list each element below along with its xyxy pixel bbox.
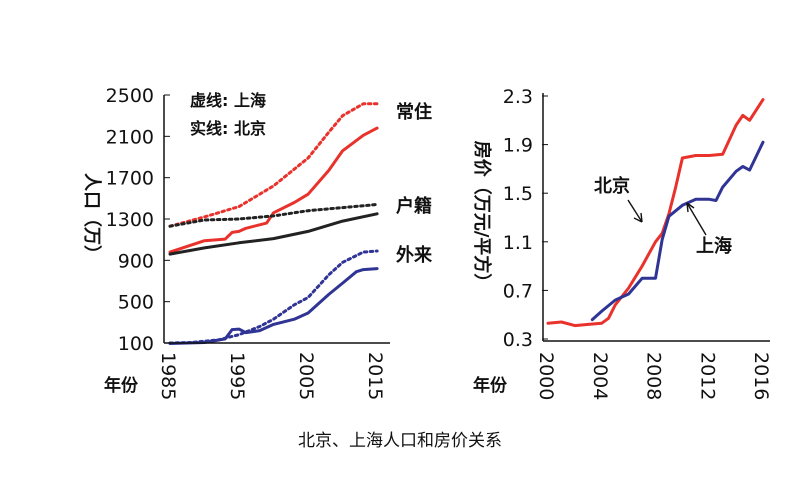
price-x-tick-label: 2004	[589, 352, 611, 400]
population-y-tick-label: 2100	[106, 126, 154, 148]
population-y-tick-label: 900	[118, 250, 154, 272]
price-y-label: 房价（万元/平方）	[471, 141, 493, 292]
population-chart: 100 500 900 1300 1700 2100 2500 1985 1995 2005 20…	[81, 85, 433, 400]
population-y-tick-label: 1700	[106, 168, 154, 190]
price-series-layer	[546, 98, 765, 328]
price-line-北京	[546, 98, 765, 328]
price-y-tick-label: 0.3	[503, 329, 533, 351]
price-x-label: 年份	[473, 375, 508, 396]
price-x-tick-label: 2012	[696, 352, 718, 400]
annotation-beijing: 北京	[594, 175, 630, 197]
population-y-ticks: 100 500 900 1300 1700 2100 2500	[106, 85, 170, 355]
population-x-label: 年份	[104, 375, 139, 396]
price-x-tick-label: 2016	[750, 352, 772, 400]
price-x-ticks: 2000 2004 2008 2012 2016	[535, 352, 772, 400]
price-y-tick-label: 1.5	[503, 183, 533, 205]
population-y-tick-label: 1300	[106, 209, 154, 231]
price-y-tick-label: 1.9	[503, 135, 533, 157]
population-line-registered-北京	[168, 212, 379, 256]
price-y-tick-label: 0.7	[503, 280, 533, 302]
price-x-tick-label: 2000	[535, 352, 557, 400]
annotation-shanghai-arrow	[686, 202, 707, 236]
legend-dashed-shanghai: 虚线: 上海	[190, 91, 266, 110]
population-series-layer	[168, 102, 379, 345]
group-label-registered: 户籍	[396, 195, 432, 217]
annotation-beijing-arrow	[627, 199, 643, 223]
population-y-tick-label: 500	[118, 292, 154, 314]
population-x-tick-label: 1995	[226, 352, 248, 400]
population-line-registered-上海	[168, 203, 379, 228]
population-y-tick-label: 2500	[106, 85, 154, 107]
price-y-tick-label: 1.1	[503, 232, 533, 254]
annotation-shanghai-arrowhead	[686, 202, 695, 213]
annotation-beijing-arrowhead	[633, 212, 643, 223]
population-x-ticks: 1985 1995 2005 2015	[157, 352, 386, 400]
price-line-上海	[590, 140, 765, 322]
population-x-tick-label: 2005	[295, 352, 317, 400]
figure-caption: 北京、上海人口和房价关系	[298, 431, 502, 451]
price-y-tick-label: 2.3	[503, 86, 533, 108]
population-line-resident-北京	[168, 126, 379, 254]
population-line-resident-上海	[168, 102, 379, 228]
population-y-tick-label: 100	[118, 333, 154, 355]
price-y-ticks: 0.3 0.7 1.1 1.5 1.9 2.3	[503, 86, 548, 351]
group-label-resident: 常住	[396, 101, 432, 123]
population-x-tick-label: 1985	[157, 352, 179, 400]
population-line-migrant-北京	[168, 267, 379, 345]
price-x-tick-label: 2008	[643, 352, 665, 400]
group-label-migrant: 外来	[396, 244, 433, 266]
population-x-tick-label: 2015	[364, 352, 386, 400]
annotation-shanghai: 上海	[696, 235, 732, 257]
population-line-migrant-上海	[168, 249, 379, 345]
price-chart: 0.30.71.11.51.92.3 2000 2004 2008 2012 2016 …	[471, 86, 772, 400]
population-y-label: 人口（万）	[81, 173, 102, 263]
legend-solid-beijing: 实线: 北京	[190, 119, 266, 138]
